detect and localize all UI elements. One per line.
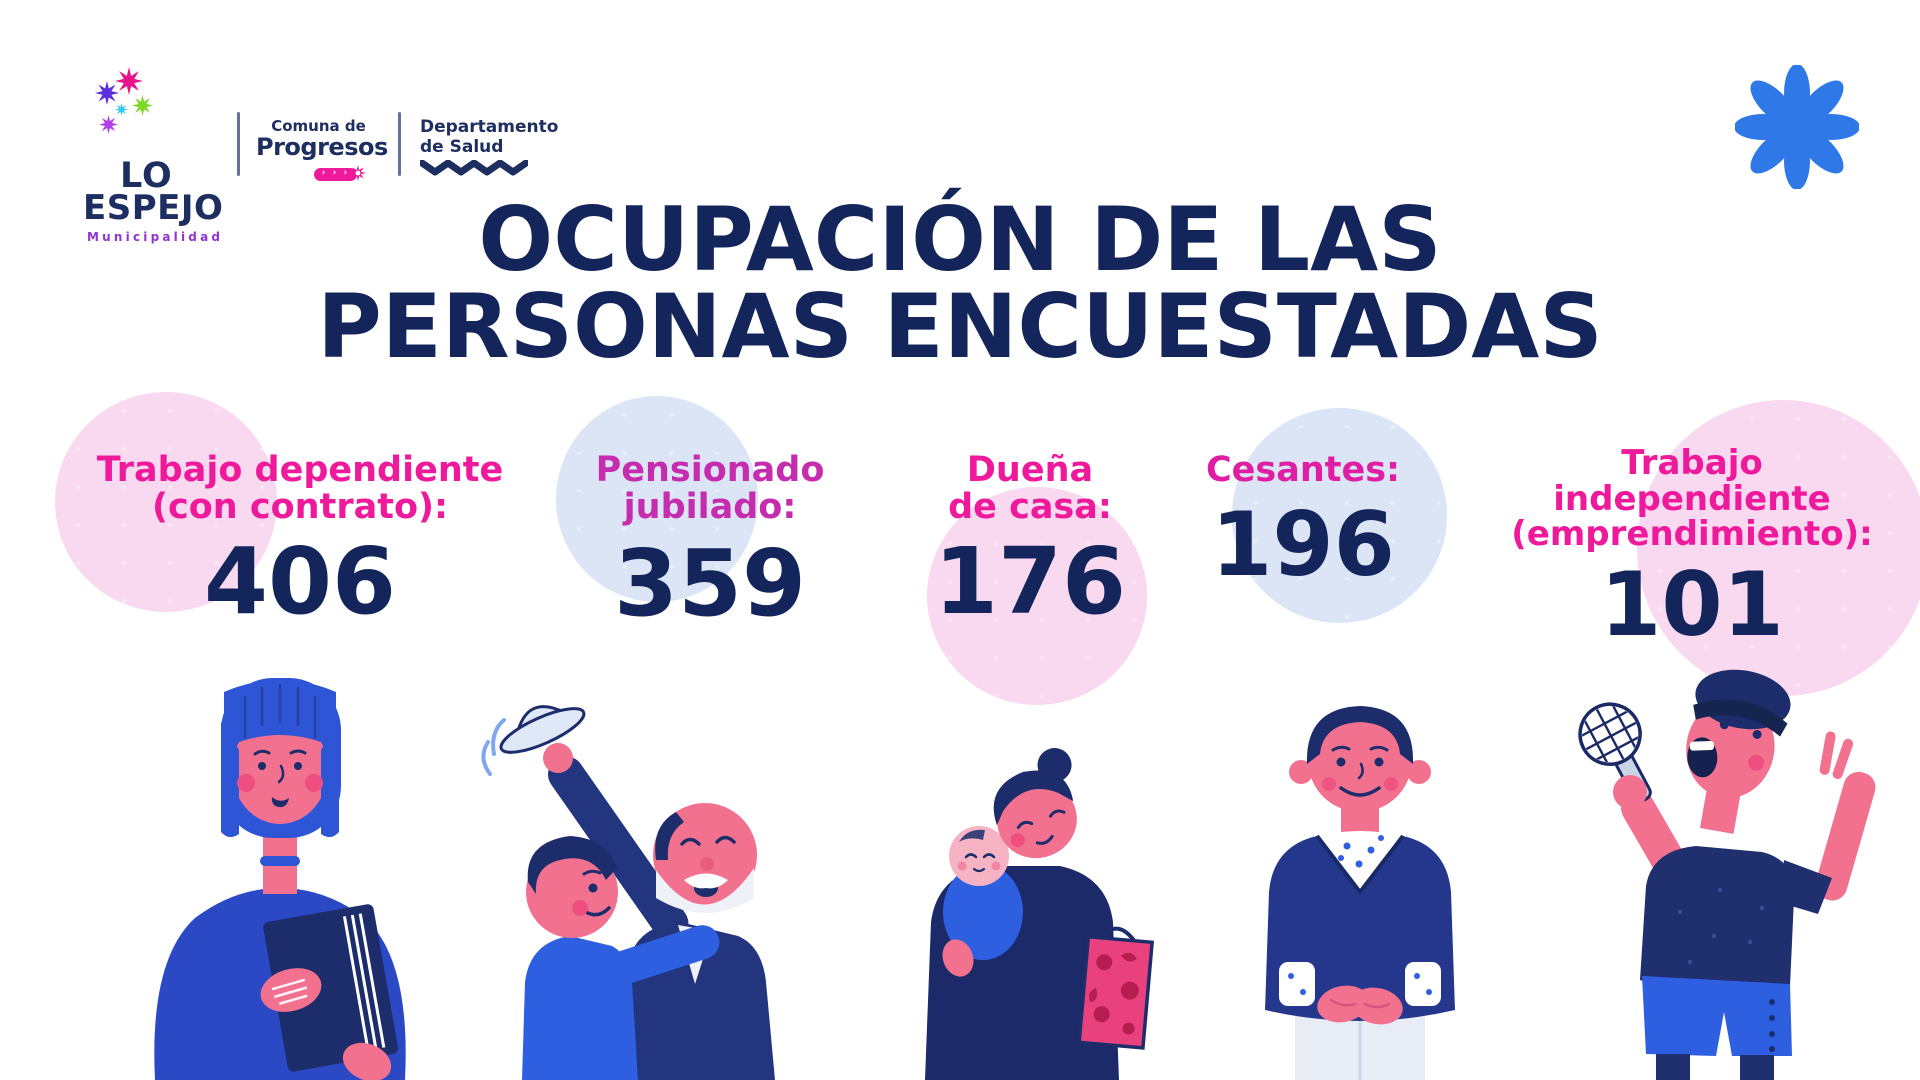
title-line1: OCUPACIÓN DE LAS xyxy=(478,188,1442,291)
stat-label: (con contrato): xyxy=(152,487,448,528)
star-icon xyxy=(115,67,143,95)
logo-departamento-salud: Departamento de Salud xyxy=(418,117,560,180)
stat-label: Dueña xyxy=(966,450,1094,490)
illustration-woman-holding-folder xyxy=(154,678,406,1080)
stat-pensionado-jubilado: Pensionado jubilado: 359 xyxy=(505,450,915,638)
star-icon xyxy=(95,81,119,105)
badge-arrows: › › › xyxy=(321,167,350,178)
star-icon xyxy=(132,95,153,116)
logo-city-line2: ESPEJO xyxy=(83,188,224,228)
stat-cesantes: Cesantes: 196 xyxy=(1118,450,1488,597)
folder-icon xyxy=(263,904,399,1072)
logo-lo-espejo: LO ESPEJO Municipalidad xyxy=(75,55,245,243)
illustration-mother-hugging-child xyxy=(925,748,1155,1080)
stat-label: jubilado: xyxy=(623,487,797,528)
illustration-singer-with-microphone xyxy=(1576,669,1876,1080)
stat-label: independiente xyxy=(1553,478,1831,519)
stat-duena-de-casa: Dueña de casa: 176 xyxy=(845,450,1215,636)
stat-value: 101 xyxy=(1600,553,1784,657)
logo-city-line1: LO xyxy=(120,156,173,196)
star-icon xyxy=(115,103,128,116)
title-line2: PERSONAS ENCUESTADAS xyxy=(317,275,1603,379)
blob-pink-3 xyxy=(1637,400,1920,696)
burst-star-icon xyxy=(350,164,367,181)
logo-comuna-de-progresos: Comuna de Progresos › › › xyxy=(256,117,388,181)
flower-icon xyxy=(1735,65,1859,189)
depto-line2: de Salud xyxy=(420,136,504,157)
illustration-pensioners-celebrating xyxy=(481,705,775,1080)
zigzag-banner-icon xyxy=(418,159,530,176)
blob-pink-1 xyxy=(55,392,277,612)
comuna-line1: Comuna de xyxy=(271,117,366,135)
depto-line1: Departamento xyxy=(420,117,559,137)
page-title: OCUPACIÓN DE LAS PERSONAS ENCUESTADAS xyxy=(0,188,1920,379)
stat-value: 196 xyxy=(1211,493,1395,597)
stat-label: Trabajo xyxy=(1621,443,1763,483)
gift-bag-icon xyxy=(1077,926,1155,1050)
stat-value: 176 xyxy=(933,528,1127,636)
blob-blue-2 xyxy=(1232,408,1447,623)
stat-value: 406 xyxy=(203,528,397,636)
logo-divider xyxy=(398,112,401,176)
blob-blue-1 xyxy=(556,396,758,602)
star-icon xyxy=(99,115,118,134)
stat-label: (emprendimiento): xyxy=(1511,514,1873,555)
stat-trabajo-dependiente: Trabajo dependiente (con contrato): 406 xyxy=(70,450,530,636)
stat-label: de casa: xyxy=(948,487,1112,528)
stat-label: Trabajo dependiente xyxy=(96,450,504,490)
stat-value: 359 xyxy=(613,530,807,638)
illustration-man-hands-clasped xyxy=(1265,706,1455,1080)
hat-icon xyxy=(499,705,586,754)
progresos-arrow-badge: › › › xyxy=(313,164,367,181)
logo-city-subtitle: Municipalidad xyxy=(87,230,224,244)
comuna-line2: Progresos xyxy=(256,132,388,161)
stat-trabajo-independiente: Trabajo independiente (emprendimiento): … xyxy=(1472,443,1912,657)
stat-label: Cesantes: xyxy=(1205,450,1401,490)
stat-label: Pensionado xyxy=(595,450,825,490)
logo-divider xyxy=(237,112,240,176)
blob-pink-2 xyxy=(927,487,1147,705)
